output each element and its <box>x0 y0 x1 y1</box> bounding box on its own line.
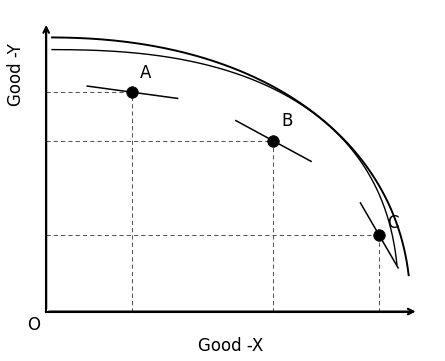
Text: Good -Y: Good -Y <box>7 43 24 106</box>
Text: Good -X: Good -X <box>198 338 263 356</box>
Text: O: O <box>27 316 40 334</box>
Text: A: A <box>140 64 152 82</box>
Point <box>376 232 383 238</box>
Point <box>270 138 277 144</box>
Text: C: C <box>387 214 399 232</box>
Text: B: B <box>281 112 293 130</box>
Point <box>129 90 136 95</box>
